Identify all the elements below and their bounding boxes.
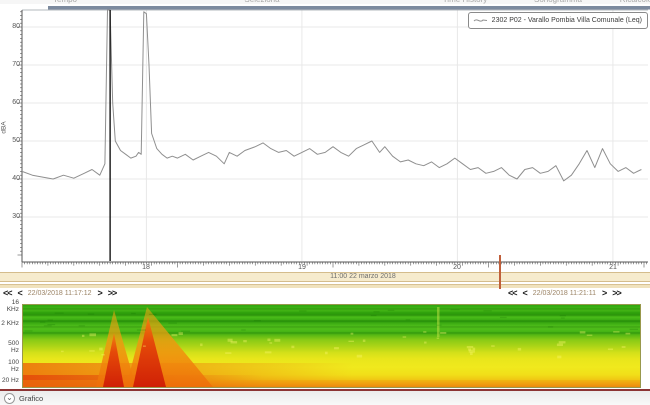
chart-legend[interactable]: 2302 P02 - Varallo Pombia Villa Comunale… xyxy=(467,12,648,29)
selection-cursor-line[interactable] xyxy=(499,255,501,289)
chart-frame xyxy=(21,9,648,263)
nav-end-first-button[interactable]: << xyxy=(508,288,517,298)
y-tick-80: 80 xyxy=(12,23,20,30)
footer-bar: ⌄ Grafico xyxy=(0,391,650,405)
y-tick-70: 70 xyxy=(12,61,20,68)
nav-start-last-button[interactable]: >> xyxy=(107,288,117,298)
freq-tick-2khz: 2 KHz xyxy=(1,320,19,327)
y-tick-60: 60 xyxy=(12,99,20,106)
nav-end-prev-button[interactable]: < xyxy=(522,288,528,298)
event1-plume-core xyxy=(103,333,124,387)
x-tick-18: 18 xyxy=(142,264,150,271)
leq-waveform xyxy=(21,9,642,182)
nav-end-timestamp: 22/03/2018 11:21:11 xyxy=(532,289,596,297)
axis-ticks xyxy=(17,11,647,268)
nav-start-next-button[interactable]: > xyxy=(97,288,103,298)
nav-start: << < 22/03/2018 11:17:12 > >> xyxy=(3,287,117,299)
toolbar-item-tempo[interactable]: Tempo xyxy=(53,0,77,4)
chart-plot-area[interactable] xyxy=(22,10,648,262)
x-tick-20: 20 xyxy=(453,264,461,271)
toolbar-item-time-history[interactable]: Time History xyxy=(443,0,488,4)
spectrogram-panel xyxy=(22,304,641,388)
legend-series-label: 2302 P02 - Varallo Pombia Villa Comunale… xyxy=(491,17,642,24)
timeline-range-band xyxy=(0,284,650,288)
chevron-down-icon[interactable]: ⌄ xyxy=(4,392,15,404)
toolbar-item-ricalcolo[interactable]: Ricalcolo xyxy=(620,0,650,4)
x-tick-19: 19 xyxy=(298,264,306,271)
y-axis-title: dBA xyxy=(0,121,8,134)
toolbar-item-seleziona[interactable]: Seleziona xyxy=(244,0,279,4)
x-tick-21: 21 xyxy=(609,264,617,271)
freq-tick-16khz: 16 KHz xyxy=(6,299,19,313)
nav-start-timestamp: 22/03/2018 11:17:12 xyxy=(27,289,92,297)
legend-line-icon xyxy=(473,19,487,22)
y-tick-40: 40 xyxy=(12,175,20,182)
footer-section-label: Grafico xyxy=(19,393,44,403)
timeline-date-label: 11:00 22 marzo 2018 xyxy=(330,273,396,280)
toolbar: Tempo Seleziona Time History Sonogramma … xyxy=(0,0,650,4)
timeline-date-band: 11:00 22 marzo 2018 xyxy=(0,272,650,282)
freq-tick-20hz: 20 Hz xyxy=(2,377,19,384)
spectrogram-image[interactable] xyxy=(23,305,640,387)
freq-tick-100hz: 100 Hz xyxy=(8,359,19,373)
spectrogram-noise xyxy=(24,309,638,359)
y-tick-50: 50 xyxy=(12,137,20,144)
nav-end: << < 22/03/2018 11:21:11 > >> xyxy=(508,287,622,299)
nav-end-next-button[interactable]: > xyxy=(601,288,607,298)
event2-plume-core xyxy=(133,317,166,387)
chart-panel-top-border xyxy=(48,6,650,10)
panel-splitter[interactable] xyxy=(0,389,650,391)
spectrogram-streak xyxy=(437,307,440,337)
spectrogram-bottom-band xyxy=(23,380,640,387)
y-tick-30: 30 xyxy=(12,213,20,220)
spectrogram-hf-banding xyxy=(23,308,640,335)
toolbar-item-sonogramma[interactable]: Sonogramma xyxy=(534,0,582,4)
nav-start-prev-button[interactable]: < xyxy=(17,288,23,298)
nav-start-first-button[interactable]: << xyxy=(3,288,12,298)
freq-tick-500hz: 500 Hz xyxy=(8,340,19,354)
nav-end-last-button[interactable]: >> xyxy=(612,288,621,298)
chart-gridlines xyxy=(23,10,648,261)
